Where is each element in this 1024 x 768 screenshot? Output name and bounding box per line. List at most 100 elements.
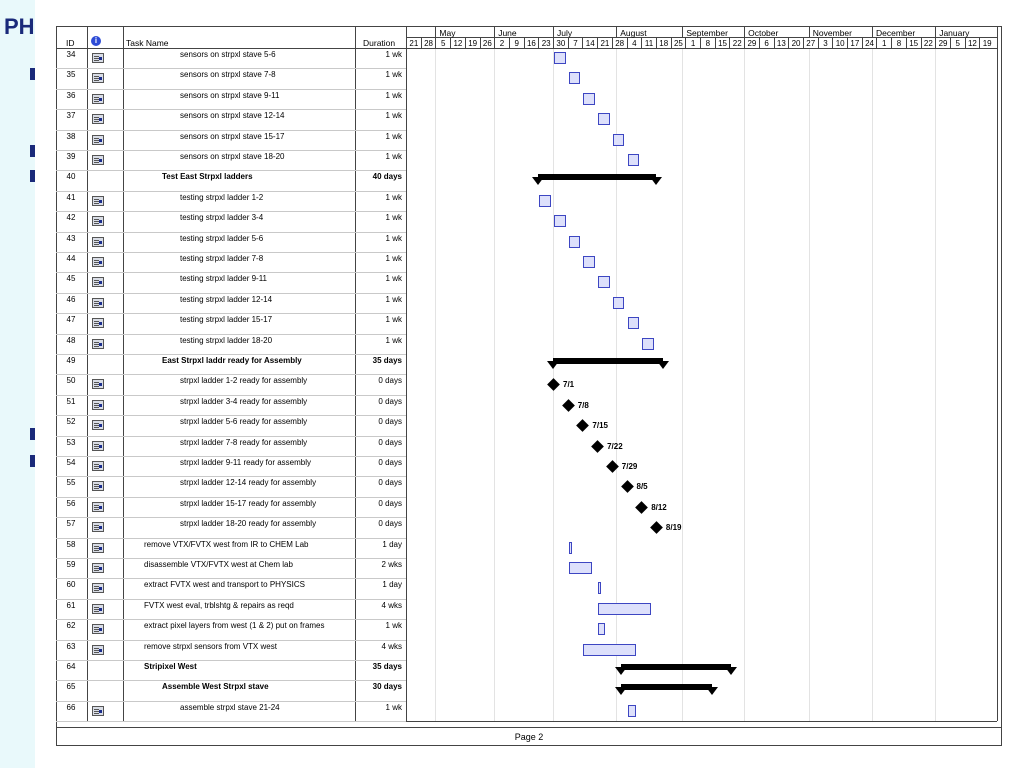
task-name[interactable]: Assemble West Strpxl stave xyxy=(162,682,269,692)
task-name[interactable]: strpxl ladder 15-17 ready for assembly xyxy=(180,498,317,508)
task-name[interactable]: sensors on strpxl stave 7-8 xyxy=(180,70,276,80)
task-bar[interactable] xyxy=(554,52,566,64)
task-id: 35 xyxy=(66,70,76,80)
task-name[interactable]: strpxl ladder 18-20 ready for assembly xyxy=(180,519,317,529)
task-name[interactable]: assemble strpxl stave 21-24 xyxy=(180,702,280,712)
task-duration: 1 wk xyxy=(385,213,402,223)
task-bar[interactable] xyxy=(642,337,654,350)
task-duration: 30 days xyxy=(372,682,402,692)
task-name[interactable]: sensors on strpxl stave 18-20 xyxy=(180,152,285,161)
row-divider xyxy=(56,639,406,641)
task-indicator-icon xyxy=(92,399,104,410)
task-name[interactable]: FVTX west eval, trblshtg & repairs as re… xyxy=(144,600,294,610)
task-name[interactable]: testing strpxl ladder 18-20 xyxy=(180,335,273,345)
row-divider xyxy=(56,170,406,172)
month-gridline xyxy=(682,49,684,721)
task-name[interactable]: extract pixel layers from west (1 & 2) p… xyxy=(144,621,325,631)
task-name[interactable]: remove strpxl sensors from VTX west xyxy=(144,641,277,651)
task-bar[interactable] xyxy=(583,643,637,656)
task-name[interactable]: strpxl ladder 3-4 ready for assembly xyxy=(180,396,308,406)
task-name-header[interactable]: Task Name xyxy=(126,38,169,48)
background-bullet xyxy=(30,170,38,182)
task-name[interactable]: strpxl ladder 1-2 ready for assembly xyxy=(180,376,308,386)
task-indicator-icon xyxy=(92,195,104,206)
task-bar[interactable] xyxy=(612,296,625,309)
week-divider xyxy=(832,37,834,48)
task-bar[interactable] xyxy=(627,154,640,166)
summary-bar[interactable] xyxy=(620,664,731,670)
task-bar[interactable] xyxy=(598,623,606,636)
month-label: August xyxy=(620,28,647,38)
page-label: Page 2 xyxy=(514,732,544,742)
week-label: 18 xyxy=(659,38,669,48)
task-bar[interactable] xyxy=(539,194,551,207)
task-bar[interactable] xyxy=(583,92,596,105)
task-name[interactable]: sensors on strpxl stave 15-17 xyxy=(180,131,285,141)
task-indicator-icon xyxy=(92,583,104,594)
milestone-label: 7/22 xyxy=(607,441,623,451)
summary-bar[interactable] xyxy=(620,684,712,691)
row-divider xyxy=(56,129,406,131)
row-divider xyxy=(56,354,406,355)
duration-header[interactable]: Duration xyxy=(363,38,396,48)
task-name[interactable]: strpxl ladder 7-8 ready for assembly xyxy=(180,437,308,447)
task-name[interactable]: sensors on strpxl stave 5-6 xyxy=(180,50,276,59)
month-label: December xyxy=(875,28,916,38)
task-bar[interactable] xyxy=(598,582,602,595)
task-name[interactable]: testing strpxl ladder 12-14 xyxy=(180,294,273,304)
month-divider xyxy=(616,26,618,37)
task-duration: 4 wks xyxy=(381,600,402,610)
task-name[interactable]: strpxl ladder 9-11 ready for assembly xyxy=(180,458,312,467)
task-bar[interactable] xyxy=(583,256,596,268)
summary-bar[interactable] xyxy=(538,174,656,181)
id-header[interactable]: ID xyxy=(66,38,75,48)
task-bar[interactable] xyxy=(568,72,581,85)
task-bar[interactable] xyxy=(568,562,593,574)
info-icon[interactable]: i xyxy=(91,36,101,46)
task-bar[interactable] xyxy=(568,541,572,554)
summary-bar[interactable] xyxy=(553,358,664,364)
task-id: 63 xyxy=(66,641,76,651)
task-id: 45 xyxy=(66,274,76,284)
week-divider xyxy=(626,37,628,48)
task-indicator-icon xyxy=(92,155,104,165)
task-bar[interactable] xyxy=(554,215,566,228)
week-label: 8 xyxy=(705,38,711,48)
task-bar[interactable] xyxy=(627,317,640,330)
task-name[interactable]: extract FVTX west and transport to PHYSI… xyxy=(144,580,305,590)
task-name[interactable]: sensors on strpxl stave 9-11 xyxy=(180,90,280,100)
task-name[interactable]: testing strpxl ladder 5-6 xyxy=(180,233,264,243)
task-name[interactable]: testing strpxl ladder 1-2 xyxy=(180,192,264,202)
task-name[interactable]: testing strpxl ladder 7-8 xyxy=(180,254,264,263)
task-id: 62 xyxy=(66,621,76,631)
task-indicator-icon xyxy=(92,114,104,125)
row-divider xyxy=(56,333,406,335)
task-name[interactable]: strpxl ladder 12-14 ready for assembly xyxy=(180,478,317,488)
task-name[interactable]: Test East Strpxl ladders xyxy=(162,172,253,182)
task-name[interactable]: testing strpxl ladder 9-11 xyxy=(180,274,268,284)
task-name[interactable]: testing strpxl ladder 3-4 xyxy=(180,213,264,223)
task-bar[interactable] xyxy=(598,602,651,615)
week-divider xyxy=(891,37,893,48)
task-name[interactable]: sensors on strpxl stave 12-14 xyxy=(180,111,285,121)
task-bar[interactable] xyxy=(568,235,581,248)
week-divider xyxy=(758,37,760,48)
week-divider xyxy=(611,37,613,48)
task-bar[interactable] xyxy=(612,133,625,146)
task-bar[interactable] xyxy=(627,704,637,717)
task-name[interactable]: East Strpxl laddr ready for Assembly xyxy=(162,356,302,365)
task-name[interactable]: remove VTX/FVTX west from IR to CHEM Lab xyxy=(144,539,309,549)
task-duration: 1 wk xyxy=(385,254,402,263)
task-name[interactable]: strpxl ladder 5-6 ready for assembly xyxy=(180,417,308,427)
task-bar[interactable] xyxy=(598,276,610,289)
task-name[interactable]: Stripixel West xyxy=(144,662,197,671)
task-indicator-icon xyxy=(92,257,104,267)
task-id: 40 xyxy=(66,172,76,182)
task-name[interactable]: disassemble VTX/FVTX west at Chem lab xyxy=(144,560,293,569)
task-duration: 35 days xyxy=(372,356,402,365)
task-bar[interactable] xyxy=(598,113,610,126)
week-label: 28 xyxy=(424,38,433,48)
task-name[interactable]: testing strpxl ladder 15-17 xyxy=(180,315,273,325)
week-label: 24 xyxy=(865,38,874,48)
task-duration: 0 days xyxy=(378,478,402,488)
